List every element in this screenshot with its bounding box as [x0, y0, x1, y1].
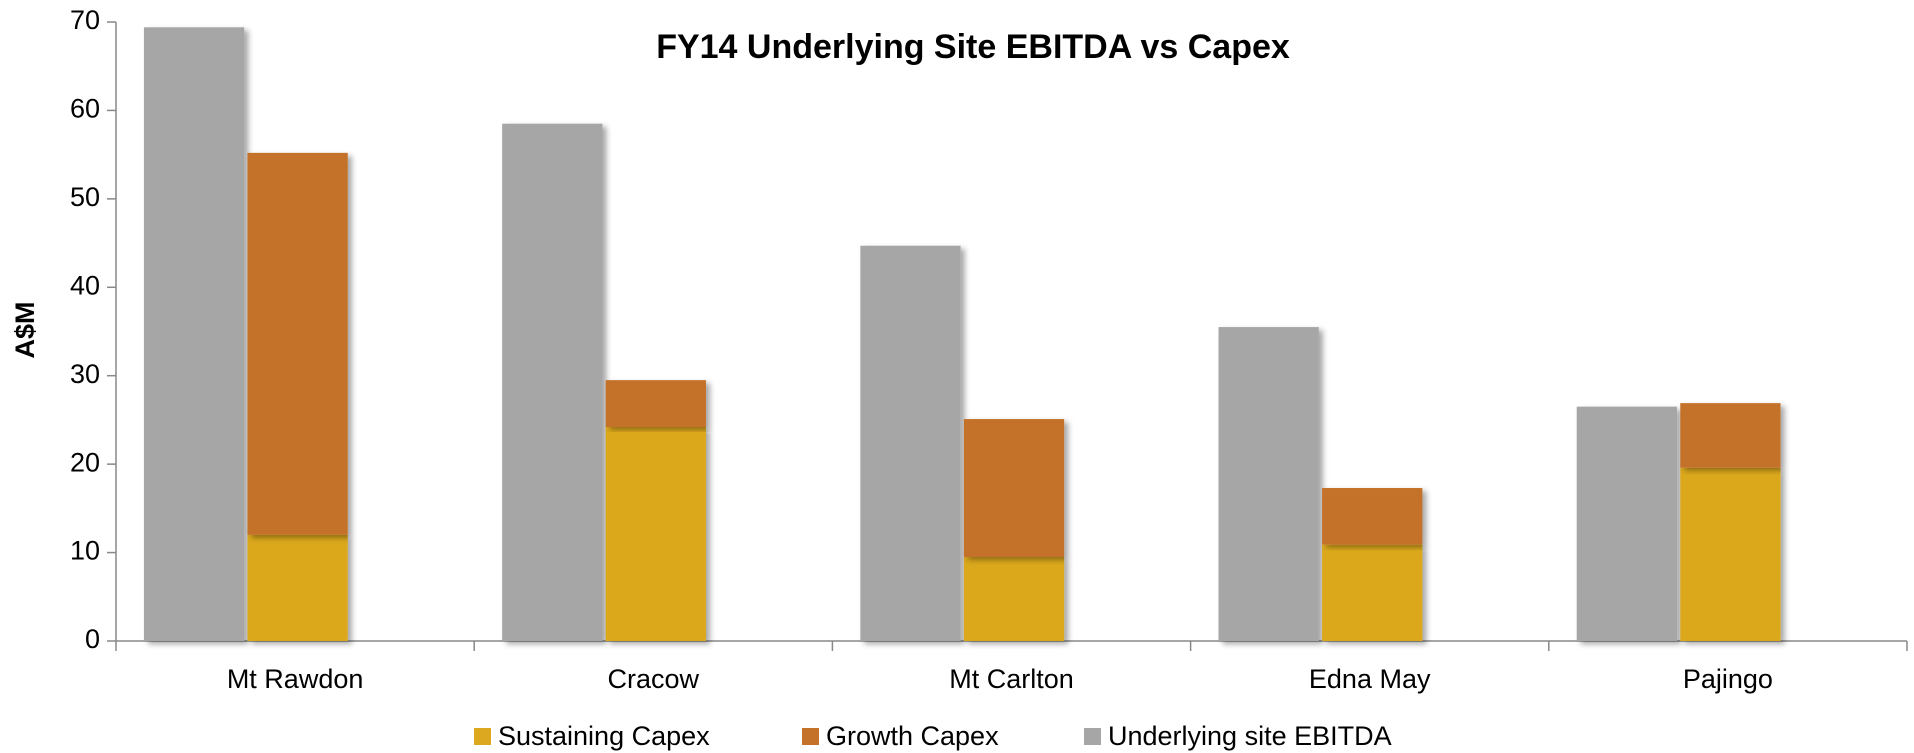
bar [860, 245, 961, 641]
legend-swatch [802, 728, 819, 745]
bar [143, 27, 245, 641]
y-tick-label: 50 [70, 182, 100, 212]
legend-label: Growth Capex [826, 721, 999, 751]
y-tick-label: 40 [70, 270, 100, 300]
bar [1576, 406, 1678, 641]
chart-title: FY14 Underlying Site EBITDA vs Capex [656, 28, 1290, 66]
bar [1218, 327, 1319, 641]
x-tick-label: Edna May [1309, 664, 1431, 694]
y-tick-label: 70 [70, 5, 100, 35]
y-axis-label: A$M [10, 301, 40, 358]
x-tick-label: Mt Carlton [949, 664, 1074, 694]
y-tick-label: 10 [70, 536, 100, 566]
legend-label: Underlying site EBITDA [1108, 721, 1392, 751]
y-tick-label: 20 [70, 447, 100, 477]
bar [963, 556, 1065, 641]
bar [605, 380, 706, 428]
legend-label: Sustaining Capex [498, 721, 710, 751]
bar [1680, 467, 1781, 641]
bar [502, 123, 603, 641]
bar [1680, 403, 1781, 468]
legend-swatch [1084, 728, 1101, 745]
legend-swatch [474, 728, 491, 745]
y-tick-label: 0 [85, 624, 100, 654]
y-tick-label: 60 [70, 94, 100, 124]
x-tick-label: Cracow [608, 664, 700, 694]
bar [963, 419, 1065, 557]
bar [247, 534, 348, 641]
x-tick-label: Mt Rawdon [227, 664, 364, 694]
bar [605, 427, 706, 641]
bar [247, 152, 348, 535]
x-tick-label: Pajingo [1683, 664, 1773, 694]
bar [1322, 488, 1423, 545]
y-tick-label: 30 [70, 359, 100, 389]
bar [1322, 544, 1423, 641]
